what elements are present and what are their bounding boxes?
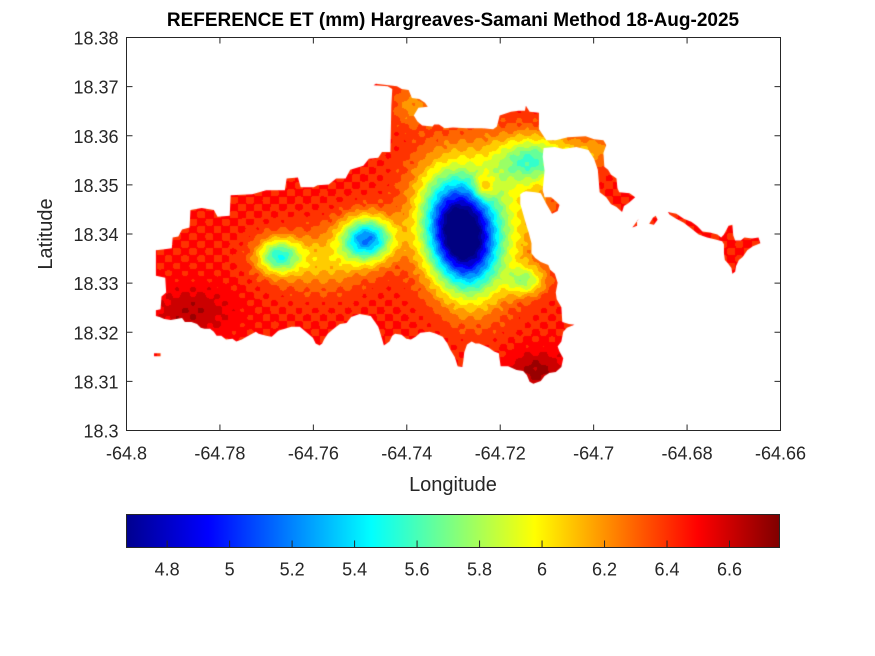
map-raster-container: [126, 37, 780, 430]
colorbar-tick-label: 5: [225, 560, 235, 580]
x-tick-label: -64.76: [288, 444, 339, 464]
x-tick-label: -64.66: [755, 444, 806, 464]
chart-title: REFERENCE ET (mm) Hargreaves-Samani Meth…: [167, 10, 740, 31]
colorbar-tick-label: 5.6: [405, 560, 430, 580]
x-tick-label: -64.7: [573, 444, 614, 464]
colorbar-tick-label: 5.2: [280, 560, 305, 580]
colorbar-tick-label: 4.8: [155, 560, 180, 580]
y-axis-label: Latitude: [35, 198, 57, 269]
x-tick-label: -64.78: [194, 444, 245, 464]
y-tick-label: 18.38: [73, 29, 118, 49]
y-tick-label: 18.31: [73, 372, 118, 392]
x-axis: -64.8 -64.78 -64.76 -64.74 -64.72 -64.7 -64.68…: [106, 37, 806, 464]
x-tick-label: -64.68: [662, 444, 713, 464]
y-axis: 18.3 18.31 18.32 18.33 18.34 18.35 18.36 18.37 1…: [73, 29, 781, 442]
x-tick-label: -64.72: [475, 444, 526, 464]
et-contour-map: [126, 37, 780, 430]
x-tick-label: -64.74: [381, 444, 432, 464]
colorbar-tick-label: 5.8: [467, 560, 492, 580]
colorbar-tick-label: 6.2: [592, 560, 617, 580]
x-tick-label: -64.8: [106, 444, 147, 464]
colorbar-frame: [126, 514, 780, 548]
colorbar-tick-label: 6.6: [717, 560, 742, 580]
colorbar-tick-label: 6.4: [655, 560, 680, 580]
y-tick-label: 18.37: [73, 78, 118, 98]
colorbar-tick-label: 5.4: [342, 560, 367, 580]
y-tick-label: 18.35: [73, 176, 118, 196]
y-tick-label: 18.32: [73, 323, 118, 343]
colorbar-tick-label: 6: [537, 560, 547, 580]
colorbar: [126, 514, 780, 548]
y-tick-label: 18.33: [73, 274, 118, 294]
y-tick-label: 18.34: [73, 225, 118, 245]
colorbar-ticks: 4.8 5 5.2 5.4 5.6 5.8 6 6.2 6.4 6.6: [155, 540, 742, 580]
x-axis-label: Longitude: [409, 474, 497, 496]
y-tick-label: 18.36: [73, 127, 118, 147]
y-tick-label: 18.3: [83, 422, 118, 442]
